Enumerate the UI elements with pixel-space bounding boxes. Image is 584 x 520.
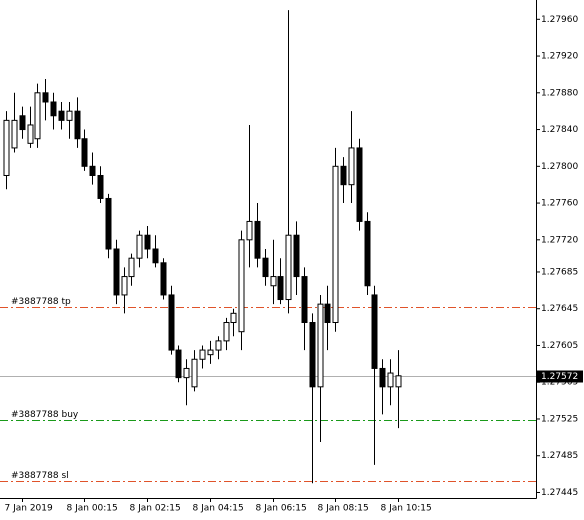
candle-body	[207, 349, 214, 356]
candle-body	[191, 358, 198, 388]
last-price-box	[537, 370, 583, 383]
candle-body	[121, 276, 128, 296]
x-tick-label: 7 Jan 2019	[5, 504, 53, 514]
candle-body	[168, 294, 175, 351]
candle-body	[230, 312, 237, 324]
candle-body	[152, 248, 159, 264]
candle-body	[293, 234, 300, 278]
y-tick-label: 1.27840	[541, 125, 578, 135]
candle-body	[340, 165, 347, 186]
candle-body	[277, 276, 284, 301]
candle-body	[34, 92, 41, 140]
candle-body	[144, 234, 151, 250]
y-tick-label: 1.27920	[541, 52, 578, 62]
candle-body	[356, 147, 363, 222]
candle-body	[324, 303, 331, 324]
candle-body	[223, 322, 230, 342]
candle-body	[285, 234, 292, 301]
y-tick-label: 1.27645	[541, 304, 578, 314]
candle-body	[89, 165, 96, 176]
candle-body	[27, 124, 34, 144]
candle-body	[183, 367, 190, 379]
candle-body	[113, 248, 120, 296]
candle-body	[246, 220, 253, 241]
candle-body	[215, 340, 222, 351]
candle-body	[66, 110, 73, 121]
candle-body	[332, 165, 339, 324]
y-tick-label: 1.27605	[541, 341, 578, 351]
candle-body	[74, 110, 81, 140]
candle-body	[136, 234, 143, 259]
candle-body	[270, 276, 277, 287]
candle-body	[379, 367, 386, 388]
y-tick-label: 1.27685	[541, 267, 578, 277]
candle-body	[387, 372, 394, 388]
candle-body	[371, 294, 378, 369]
candle-body	[160, 262, 167, 296]
order-label: #3887788 buy	[11, 410, 79, 420]
last-price-label: 1.27572	[541, 372, 578, 382]
candle-body	[3, 119, 10, 176]
order-label: #3887788 tp	[11, 297, 71, 307]
candle-body	[238, 239, 245, 333]
candle-body	[364, 220, 371, 287]
y-tick-label: 1.27485	[541, 451, 578, 461]
candle-body	[19, 115, 26, 131]
candle-body	[50, 101, 57, 117]
candle-body	[128, 257, 135, 278]
y-tick-label: 1.27525	[541, 414, 578, 424]
candle-body	[309, 322, 316, 388]
candle-body	[317, 303, 324, 388]
candle-body	[175, 349, 182, 379]
x-tick-label: 8 Jan 06:15	[256, 504, 307, 514]
order-label: #3887788 sl	[11, 471, 69, 481]
candle-body	[348, 147, 355, 186]
candle-body	[42, 92, 49, 103]
candle-body	[58, 110, 65, 121]
candle-body	[395, 375, 402, 388]
x-tick-label: 8 Jan 00:15	[67, 504, 118, 514]
candle-body	[11, 119, 18, 149]
y-tick-label: 1.27720	[541, 235, 578, 245]
candle-body	[199, 349, 206, 360]
candle-body	[105, 197, 112, 250]
x-tick-label: 8 Jan 10:15	[381, 504, 432, 514]
y-tick-label: 1.27760	[541, 199, 578, 209]
candle-body	[254, 220, 261, 259]
y-tick-label: 1.27960	[541, 15, 578, 25]
y-tick-label: 1.27880	[541, 88, 578, 98]
candle-body	[81, 138, 88, 167]
candle-body	[262, 257, 269, 278]
x-tick-label: 8 Jan 08:15	[318, 504, 369, 514]
candle-body	[301, 276, 308, 324]
candle-body	[97, 174, 104, 199]
x-tick-label: 8 Jan 04:15	[193, 504, 244, 514]
y-tick-label: 1.27565	[541, 378, 578, 388]
y-tick-label: 1.27800	[541, 162, 578, 172]
y-tick-label: 1.27445	[541, 488, 578, 498]
x-tick-label: 8 Jan 02:15	[130, 504, 181, 514]
